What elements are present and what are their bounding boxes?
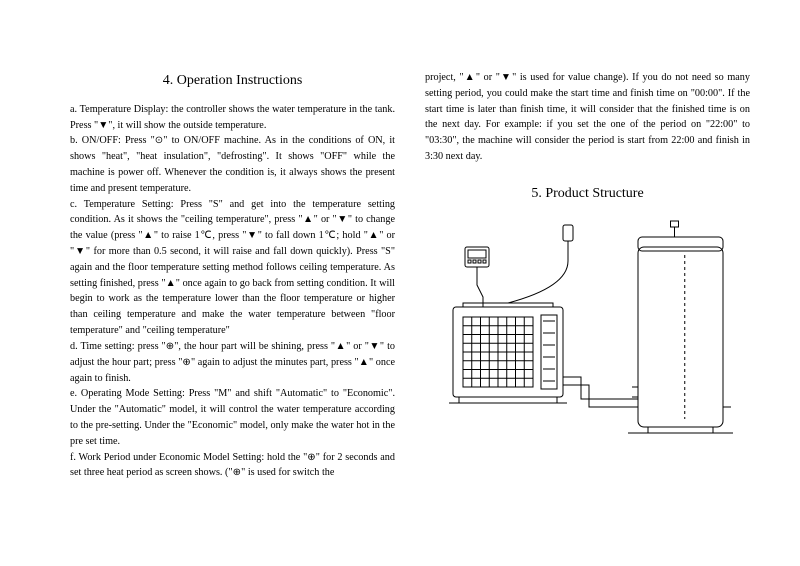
right-column: project, "▲" or "▼" is used for value ch… bbox=[425, 70, 750, 516]
para-e: e. Operating Mode Setting: Press "M" and… bbox=[70, 386, 395, 449]
left-column: 4. Operation Instructions a. Temperature… bbox=[70, 70, 395, 516]
product-structure-diagram bbox=[433, 217, 743, 437]
para-continuation: project, "▲" or "▼" is used for value ch… bbox=[425, 70, 750, 165]
para-d: d. Time setting: press "⊕", the hour par… bbox=[70, 339, 395, 386]
para-a: a. Temperature Display: the controller s… bbox=[70, 102, 395, 134]
para-c: c. Temperature Setting: Press "S" and ge… bbox=[70, 197, 395, 339]
para-f: f. Work Period under Economic Model Sett… bbox=[70, 450, 395, 482]
para-b: b. ON/OFF: Press "⊙" to ON/OFF machine. … bbox=[70, 133, 395, 196]
section-4-title: 4. Operation Instructions bbox=[70, 70, 395, 92]
section-5-title: 5. Product Structure bbox=[425, 183, 750, 205]
